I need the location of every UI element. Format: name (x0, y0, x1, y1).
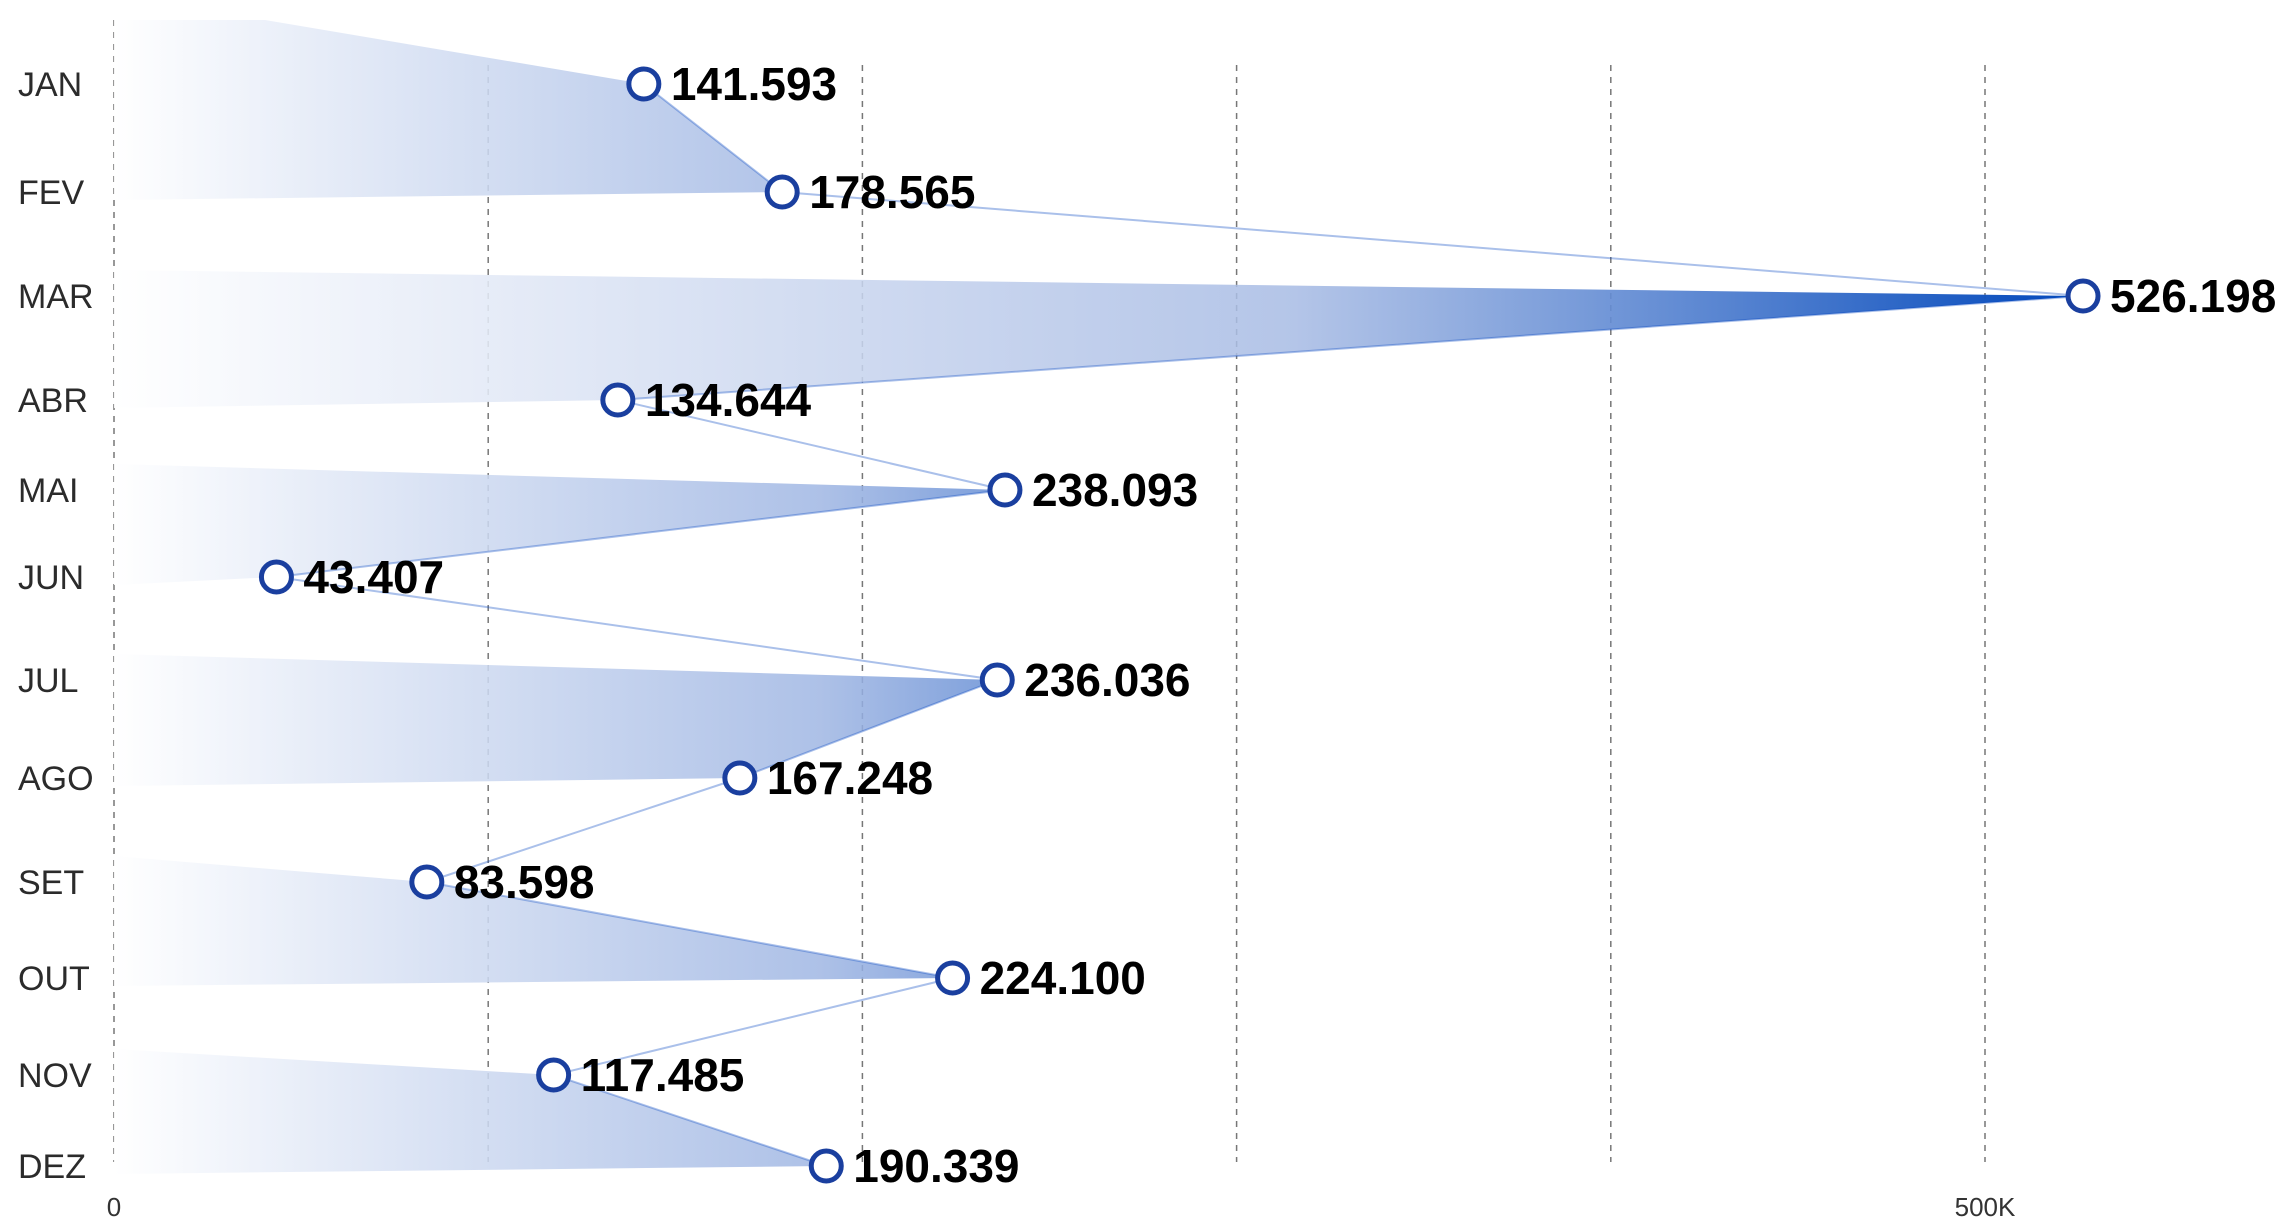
band-nov-dez (114, 1049, 827, 1174)
x-axis-ticks: 0 500K (107, 1192, 2016, 1222)
value-label-jun: 43.407 (303, 551, 444, 603)
band-set-out (114, 856, 953, 986)
marker-jun (258, 559, 294, 595)
series-line (276, 83, 2084, 1167)
value-label-dez: 190.339 (853, 1140, 1019, 1192)
marker-set (409, 864, 445, 900)
band-jan-fev (114, 20, 783, 200)
month-labels: JAN FEV MAR ABR MAI JUN JUL AGO SET OUT NOV DEZ (18, 66, 94, 1186)
month-label-set: SET (18, 864, 84, 902)
marker-ago (722, 760, 758, 796)
band-jul-ago (114, 654, 998, 786)
month-label-mar: MAR (18, 278, 94, 316)
marker-jul (979, 662, 1015, 698)
value-label-nov: 117.485 (581, 1049, 745, 1101)
gradient-bands (114, 20, 2084, 1174)
value-labels: 141.593 178.565 526.198 134.644 238.093 43.40… (303, 58, 2276, 1192)
value-label-set: 83.598 (454, 856, 595, 908)
value-label-mai: 238.093 (1032, 464, 1198, 516)
month-label-nov: NOV (18, 1057, 92, 1095)
month-label-ago: AGO (18, 760, 94, 798)
data-markers (258, 66, 2101, 1184)
month-label-jun: JUN (18, 559, 84, 597)
value-label-fev: 178.565 (809, 166, 975, 218)
marker-out (935, 960, 971, 996)
month-label-jul: JUL (18, 662, 78, 700)
month-label-fev: FEV (18, 174, 84, 212)
value-label-out: 224.100 (980, 952, 1146, 1004)
month-label-mai: MAI (18, 472, 78, 510)
marker-nov (536, 1057, 572, 1093)
value-label-jul: 236.036 (1024, 654, 1190, 706)
marker-mar (2065, 278, 2101, 314)
band-mar-abr (114, 270, 2084, 408)
marker-jan (626, 66, 662, 102)
month-label-dez: DEZ (18, 1148, 86, 1186)
month-label-abr: ABR (18, 382, 88, 420)
month-label-jan: JAN (18, 66, 82, 104)
band-mai-jun (114, 464, 1005, 585)
marker-mai (987, 472, 1023, 508)
marker-abr (600, 382, 636, 418)
value-label-ago: 167.248 (767, 752, 933, 804)
month-label-out: OUT (18, 960, 90, 998)
value-label-abr: 134.644 (645, 374, 812, 426)
value-label-jan: 141.593 (671, 58, 837, 110)
x-tick-label-1: 0 (107, 1192, 121, 1222)
marker-dez (808, 1148, 844, 1184)
marker-fev (764, 174, 800, 210)
x-tick-label-2: 500K (1955, 1192, 2016, 1222)
value-label-mar: 526.198 (2110, 270, 2276, 322)
